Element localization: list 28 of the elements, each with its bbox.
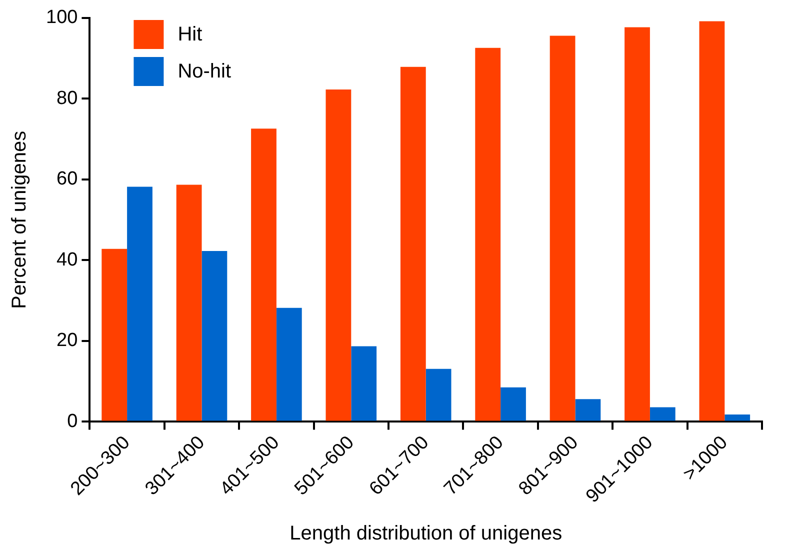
bar [251,128,276,421]
bar [500,387,526,421]
bar [127,186,152,421]
y-tick-label: 60 [56,168,78,190]
x-axis-title: Length distribution of unigenes [290,522,562,545]
y-tick-label: 100 [46,7,78,28]
legend-label: No-hit [178,60,232,83]
y-tick-label: 40 [56,249,78,270]
bar [176,184,202,421]
y-axis-title: Percent of unigenes [8,130,31,309]
y-tick-label: 20 [56,330,78,352]
bar [326,89,352,421]
bar [724,414,750,421]
bar [102,248,128,421]
bar [400,66,426,421]
bar [624,27,650,421]
y-tick-label: 0 [67,410,78,432]
bar [475,48,501,421]
bar [202,250,228,421]
y-tick-label: 80 [56,88,78,109]
bar [699,21,725,421]
legend-label: Hit [178,24,203,46]
bar [426,368,452,421]
bar [650,407,676,421]
bar [276,308,302,421]
bar [550,36,576,421]
bar [575,399,601,421]
bar [351,346,377,421]
